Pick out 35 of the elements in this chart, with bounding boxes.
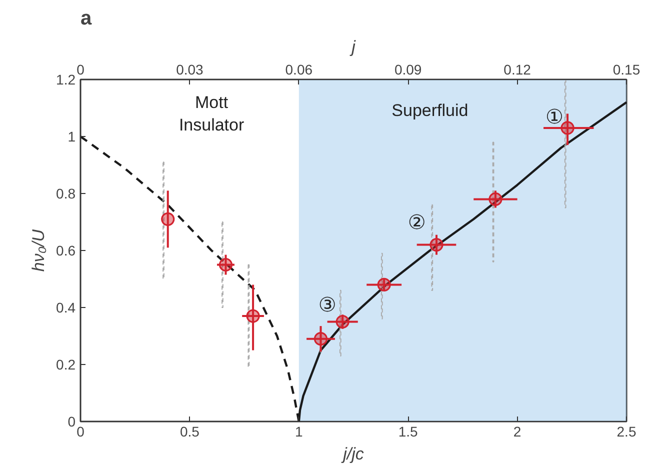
point xyxy=(336,314,350,329)
x2-tick-label: 0.06 xyxy=(285,62,313,78)
y-tick-label: 0 xyxy=(68,414,76,430)
x-tick-label: 2.5 xyxy=(616,424,636,440)
x2-tick-label: 0.15 xyxy=(612,62,640,78)
x-tick-label: 0.5 xyxy=(180,424,200,440)
point xyxy=(246,309,260,323)
point xyxy=(377,278,391,292)
y-axis-title: hν₀/U xyxy=(29,228,48,272)
y-tick-label: 0.4 xyxy=(56,300,76,316)
y-tick-label: 1 xyxy=(68,128,76,144)
point xyxy=(430,238,444,252)
annotation: Mott Insulator xyxy=(178,92,244,135)
point xyxy=(488,192,502,206)
x-tick-label: 1 xyxy=(295,424,304,440)
point xyxy=(161,212,175,226)
x2-tick-label: 0.03 xyxy=(176,62,204,78)
x2-axis-title: j xyxy=(350,38,357,56)
annotation: ② xyxy=(408,210,426,234)
point xyxy=(218,258,233,272)
point xyxy=(314,332,328,346)
y-tick-label: 0.6 xyxy=(56,242,76,258)
x-axis-title: j/jc xyxy=(341,444,364,464)
chart-title: a xyxy=(80,8,92,30)
band-label: Superfluid xyxy=(392,100,468,120)
y-tick-label: 0.2 xyxy=(56,356,76,372)
annotation: ① xyxy=(545,104,564,129)
y-tick-label: 0.8 xyxy=(56,186,76,202)
annotation: ③ xyxy=(318,292,336,317)
x-tick-label: 1.5 xyxy=(398,424,418,440)
x2-tick-label: 0.09 xyxy=(394,62,422,78)
x-tick-label: 2 xyxy=(513,424,522,440)
x2-tick-label: 0.12 xyxy=(504,62,532,78)
point xyxy=(560,121,574,135)
y-tick-label: 1.2 xyxy=(56,72,76,88)
